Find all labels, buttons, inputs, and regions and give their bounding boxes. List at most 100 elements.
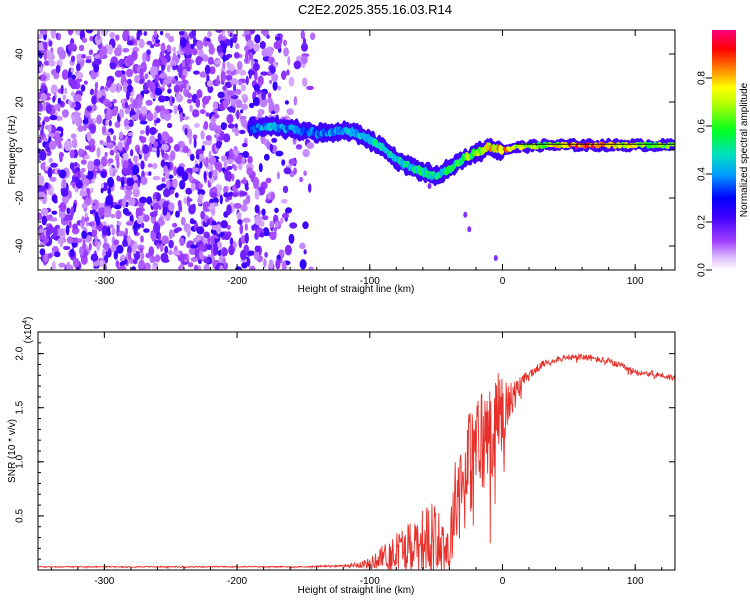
noise-speckle xyxy=(104,131,112,136)
noise-speckle xyxy=(270,192,275,201)
y-tick-label: 0.5 xyxy=(15,509,26,523)
noise-speckle xyxy=(170,230,176,238)
noise-speckle xyxy=(81,216,85,226)
noise-speckle xyxy=(239,115,247,120)
colorbar-tick-label: 0.6 xyxy=(697,119,708,133)
noise-speckle xyxy=(45,214,51,221)
noise-speckle xyxy=(93,63,100,73)
noise-speckle xyxy=(125,220,134,226)
noise-speckle xyxy=(269,101,275,112)
noise-speckle xyxy=(71,138,78,149)
noise-speckle xyxy=(220,122,227,130)
noise-speckle xyxy=(123,120,130,125)
noise-speckle xyxy=(152,59,160,67)
noise-speckle xyxy=(88,49,94,56)
noise-speckle xyxy=(76,72,84,79)
noise-speckle xyxy=(152,175,161,181)
noise-speckle xyxy=(114,121,121,128)
noise-speckle xyxy=(280,217,284,224)
noise-speckle xyxy=(38,74,47,81)
noise-speckle xyxy=(220,220,228,229)
noise-speckle xyxy=(115,210,122,220)
noise-speckle xyxy=(119,131,124,140)
noise-speckle xyxy=(140,252,145,260)
noise-speckle xyxy=(271,137,278,143)
noise-speckle xyxy=(80,159,87,165)
noise-speckle xyxy=(107,176,114,188)
noise-speckle xyxy=(239,129,246,135)
noise-speckle xyxy=(57,169,62,175)
noise-speckle xyxy=(222,85,227,91)
noise-speckle xyxy=(62,195,69,204)
noise-speckle xyxy=(243,30,251,35)
noise-speckle xyxy=(132,189,140,198)
noise-speckle xyxy=(230,94,239,100)
noise-speckle xyxy=(277,85,281,91)
noise-speckle xyxy=(83,80,88,85)
noise-speckle xyxy=(152,162,158,170)
noise-speckle xyxy=(62,94,67,101)
noise-speckle xyxy=(49,217,58,222)
noise-speckle xyxy=(51,194,58,203)
noise-speckle xyxy=(239,69,247,76)
noise-speckle xyxy=(43,237,48,245)
noise-speckle xyxy=(153,202,160,210)
noise-speckle xyxy=(76,238,83,243)
noise-speckle xyxy=(228,245,235,256)
noise-speckle xyxy=(122,239,126,245)
noise-speckle xyxy=(54,251,61,258)
noise-speckle xyxy=(252,96,260,107)
noise-speckle xyxy=(167,88,172,94)
noise-speckle xyxy=(158,95,166,103)
noise-speckle xyxy=(109,165,113,177)
noise-speckle xyxy=(146,49,151,56)
noise-speckle xyxy=(156,243,160,250)
noise-speckle xyxy=(236,211,242,221)
noise-speckle xyxy=(149,135,156,144)
noise-speckle xyxy=(99,259,104,268)
noise-speckle xyxy=(211,220,217,226)
noise-speckle xyxy=(149,211,158,218)
noise-speckle xyxy=(211,225,218,231)
noise-speckle xyxy=(177,104,182,111)
noise-speckle xyxy=(248,265,256,270)
noise-speckle xyxy=(109,31,116,39)
noise-speckle xyxy=(126,235,132,245)
y-tick-label: 20 xyxy=(15,96,26,108)
noise-speckle xyxy=(209,164,214,171)
noise-speckle xyxy=(207,95,211,100)
noise-speckle xyxy=(146,40,153,46)
x-tick-label: -100 xyxy=(360,276,380,287)
noise-speckle xyxy=(132,223,138,230)
noise-speckle xyxy=(183,196,187,205)
noise-speckle xyxy=(140,176,148,186)
noise-speckle xyxy=(210,192,218,198)
noise-speckle xyxy=(51,261,56,270)
noise-speckle xyxy=(111,227,116,236)
noise-speckle xyxy=(188,174,194,183)
snr-x-ticks: -300 -200 -100 0 100 xyxy=(50,332,663,587)
noise-speckle xyxy=(76,63,81,72)
noise-speckle xyxy=(112,98,117,104)
noise-speckle xyxy=(270,65,276,74)
noise-speckle xyxy=(70,79,78,90)
noise-speckle xyxy=(148,171,152,176)
noise-speckle xyxy=(122,30,129,42)
noise-speckle xyxy=(119,108,125,119)
noise-speckle xyxy=(193,264,199,270)
noise-speckle xyxy=(82,119,89,125)
noise-speckle xyxy=(282,213,289,219)
noise-speckle xyxy=(198,243,206,253)
noise-speckle xyxy=(88,221,95,227)
noise-speckle xyxy=(226,90,235,97)
noise-speckle xyxy=(147,163,153,168)
noise-speckle xyxy=(48,123,52,134)
noise-speckle xyxy=(262,30,269,37)
noise-speckle xyxy=(140,160,145,170)
noise-speckle xyxy=(275,150,284,157)
noise-speckle xyxy=(275,258,281,270)
noise-speckle xyxy=(157,132,162,141)
noise-speckle xyxy=(186,92,192,99)
x-tick-label: 0 xyxy=(500,576,506,587)
x-tick-label: -300 xyxy=(94,276,114,287)
